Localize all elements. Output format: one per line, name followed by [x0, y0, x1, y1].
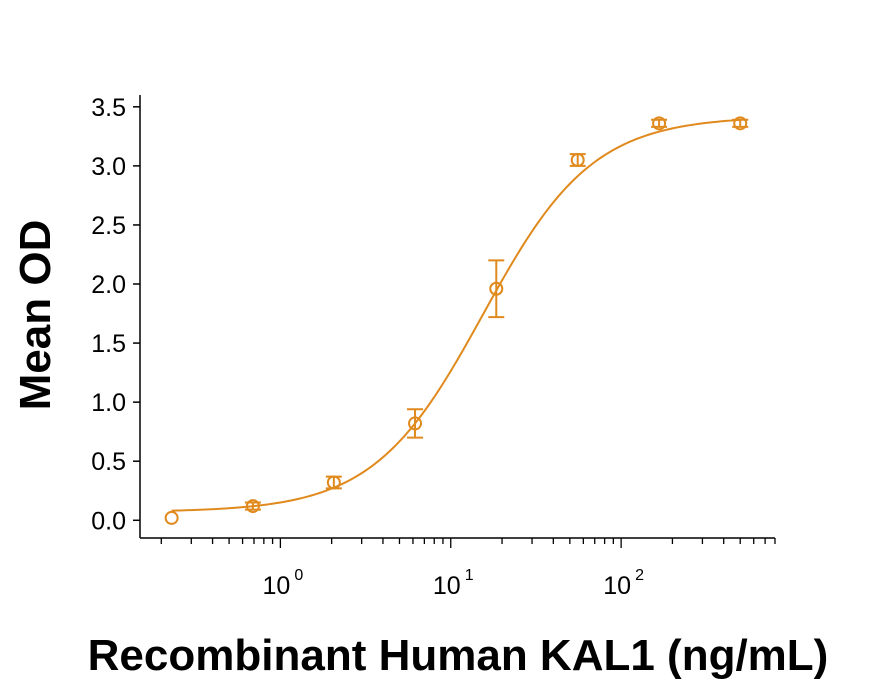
data-point	[651, 116, 668, 131]
point-marker	[733, 116, 748, 131]
x-tick-label: 10 2	[603, 567, 644, 600]
point-marker	[408, 416, 423, 431]
x-tick-exponent: 1	[465, 567, 474, 584]
axes	[139, 95, 775, 539]
data-point	[407, 408, 424, 439]
point-marker	[326, 475, 341, 490]
x-tick-exponent: 0	[294, 567, 303, 584]
tick-marks	[133, 106, 776, 548]
data-point	[488, 259, 505, 319]
y-tick-label: 1.0	[91, 389, 126, 417]
fit-curve	[171, 118, 741, 512]
y-tick-label: 3.5	[91, 94, 126, 122]
data-point	[732, 116, 749, 131]
tick-labels: 0.00.51.01.52.02.53.03.510 0 10 1 10 2	[91, 94, 644, 600]
point-marker	[164, 510, 179, 525]
x-tick-base: 10	[262, 572, 290, 600]
x-axis-title: Recombinant Human KAL1 (ng/mL)	[88, 631, 829, 680]
point-marker	[570, 152, 585, 167]
x-tick-exponent: 2	[635, 567, 644, 584]
y-tick-label: 1.5	[91, 330, 126, 358]
point-marker	[652, 116, 667, 131]
x-tick-base: 10	[603, 572, 631, 600]
y-tick-label: 0.0	[91, 507, 126, 535]
y-axis-title: Mean OD	[11, 220, 60, 411]
y-tick-label: 2.0	[91, 271, 126, 299]
y-tick-label: 3.0	[91, 153, 126, 181]
y-tick-label: 0.5	[91, 448, 126, 476]
y-tick-label: 2.5	[91, 212, 126, 240]
x-tick-label: 10 1	[433, 567, 474, 600]
data-point	[325, 475, 342, 490]
data-point	[244, 499, 261, 514]
x-tick-label: 10 0	[262, 567, 303, 600]
x-tick-base: 10	[433, 572, 461, 600]
point-marker	[489, 281, 504, 296]
data-point	[164, 510, 179, 525]
point-marker	[245, 499, 260, 514]
data-points	[164, 116, 749, 525]
data-point	[569, 152, 586, 167]
